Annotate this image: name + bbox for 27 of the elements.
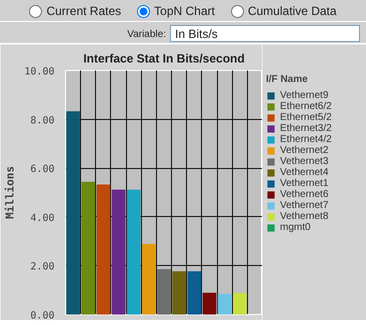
text: TopN Chart <box>153 4 215 18</box>
legend-label: Vethernet2 <box>280 145 328 156</box>
y-axis-title: Millions <box>3 166 16 219</box>
text: Current Rates <box>45 4 122 18</box>
legend-label: Ethernet3/2 <box>280 123 332 134</box>
legend-label: Vethernet9 <box>280 90 328 101</box>
y-tick-label: 8.00 <box>30 115 55 126</box>
text: In Bits/s <box>170 25 360 42</box>
y-tick-label: 10.00 <box>24 66 55 78</box>
legend-label: Vethernet7 <box>280 200 328 211</box>
legend-label: Ethernet6/2 <box>280 101 332 112</box>
text: Cumulative Data <box>246 4 337 18</box>
legend-label: Vethernet8 <box>280 211 328 222</box>
legend-label: Vethernet1 <box>280 178 328 189</box>
text: Variable: <box>127 29 166 40</box>
y-tick-label: 0.00 <box>30 310 55 322</box>
y-tick-label: 6.00 <box>30 164 55 176</box>
legend-label: Ethernet4/2 <box>280 134 332 145</box>
y-tick-label: 4.00 <box>30 212 55 224</box>
legend-label: Vethernet3 <box>280 156 328 167</box>
legend-title: I/F Name <box>266 74 309 85</box>
legend-label: Ethernet5/2 <box>280 112 332 123</box>
legend-label: Vethernet4 <box>280 167 328 178</box>
legend-label: mgmt0 <box>280 222 311 233</box>
y-tick-label: 2.00 <box>30 262 55 273</box>
legend-label: Vethernet6 <box>280 189 328 200</box>
chart-title: Interface Stat In Bits/second <box>83 52 245 66</box>
